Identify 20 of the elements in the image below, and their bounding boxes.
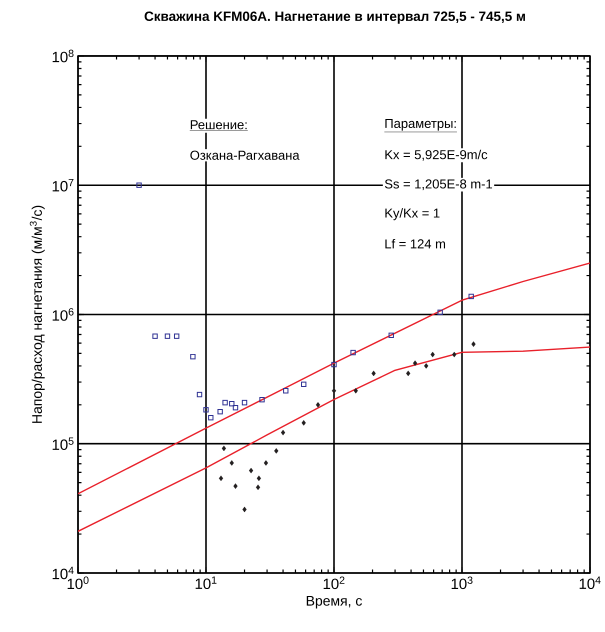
annotation: Решение: (190, 120, 247, 130)
y-tick-label: 10$^{7}$ (52, 178, 74, 192)
x-tick-label: 10$^{4}$ (580, 576, 601, 590)
annotation: Ss = 1,205E-8 m-1 (384, 179, 492, 190)
annotation: Lf = 124 m (385, 238, 446, 248)
x-tick-label: 10$^{0}$ (68, 576, 89, 590)
x-axis-title: Время, с (306, 596, 362, 608)
y-tick-label: 10$^{8}$ (52, 50, 74, 62)
annotation: Озкана-Рагхавана (190, 150, 300, 160)
y-tick-label: 10$^{6}$ (52, 308, 74, 321)
chart-title: Скважина KFM06A. Нагнетание в интервал 725,5 - 745,5 м (144, 12, 525, 24)
annotation: Ky/Kx = 1 (385, 208, 440, 220)
annotation: Параметры: (385, 118, 456, 131)
x-tick-label: 10$^{2}$ (324, 576, 344, 590)
x-tick-label: 10$^{3}$ (452, 576, 473, 590)
y-tick-label: 10$^{4}$ (52, 566, 74, 580)
y-tick-label: 10$^{5}$ (52, 437, 74, 450)
y-axis-title: Напор/расход нагнетания (м/м$^{3}$/с) (30, 206, 45, 423)
annotation: Kx = 5,925E-9m/c (385, 150, 488, 161)
x-tick-label: 10$^{1}$ (196, 576, 216, 590)
